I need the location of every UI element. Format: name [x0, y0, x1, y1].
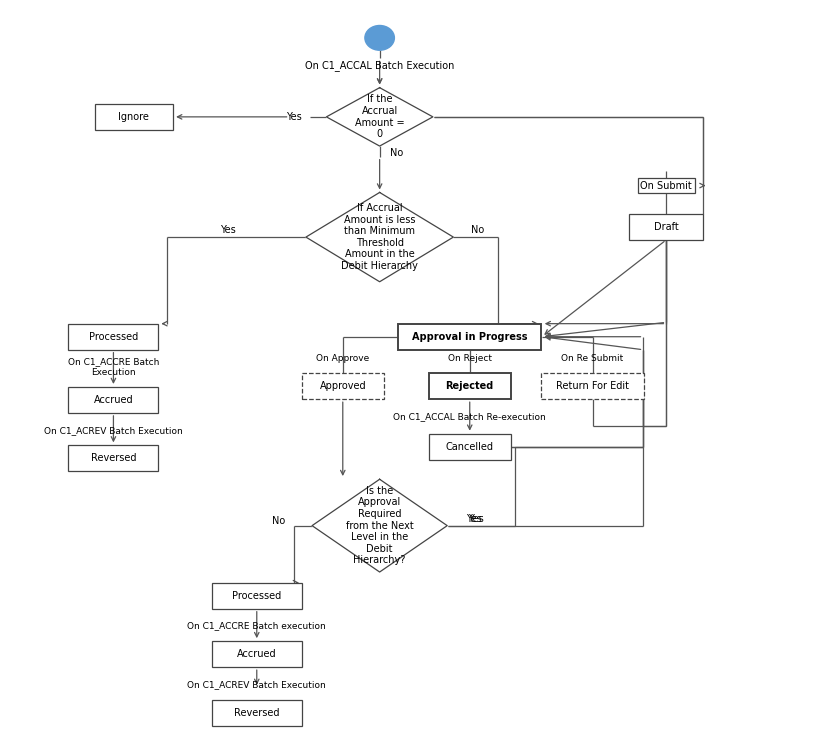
- Text: On C1_ACCAL Batch Execution: On C1_ACCAL Batch Execution: [305, 60, 454, 71]
- Text: If the
Accrual
Amount =
0: If the Accrual Amount = 0: [355, 94, 405, 139]
- Text: On Reject: On Reject: [448, 354, 491, 363]
- Bar: [630, 213, 703, 240]
- Text: On C1_ACCRE Batch execution: On C1_ACCRE Batch execution: [187, 622, 327, 631]
- Polygon shape: [327, 88, 433, 146]
- Bar: [212, 641, 302, 667]
- Text: No: No: [272, 516, 286, 526]
- Text: On Re Submit: On Re Submit: [561, 354, 624, 363]
- Text: Approval in Progress: Approval in Progress: [412, 332, 527, 342]
- Text: If Accrual
Amount is less
than Minimum
Threshold
Amount in the
Debit Hierarchy: If Accrual Amount is less than Minimum T…: [342, 203, 418, 271]
- Text: Accrued: Accrued: [93, 395, 133, 405]
- Polygon shape: [312, 479, 447, 572]
- Text: Draft: Draft: [654, 222, 679, 231]
- Bar: [398, 324, 541, 350]
- Text: Is the
Approval
Required
from the Next
Level in the
Debit
Hierarchy?: Is the Approval Required from the Next L…: [346, 486, 413, 565]
- Text: Yes: Yes: [467, 514, 483, 524]
- Bar: [302, 373, 384, 399]
- Text: Reversed: Reversed: [91, 453, 136, 464]
- Text: Return For Edit: Return For Edit: [556, 381, 629, 391]
- Text: Rejected: Rejected: [446, 381, 494, 391]
- Bar: [541, 373, 644, 399]
- Text: No: No: [471, 225, 485, 235]
- Bar: [429, 373, 511, 399]
- Text: Approved: Approved: [320, 381, 366, 391]
- Text: On Submit: On Submit: [641, 181, 692, 190]
- Bar: [68, 445, 158, 471]
- Text: On Approve: On Approve: [317, 354, 369, 363]
- Text: Yes: Yes: [466, 514, 481, 524]
- Bar: [429, 434, 511, 460]
- Text: On C1_ACCRE Batch
Execution: On C1_ACCRE Batch Execution: [67, 357, 159, 377]
- Text: No: No: [391, 148, 403, 158]
- Text: Yes: Yes: [220, 225, 236, 235]
- Text: Reversed: Reversed: [234, 709, 280, 718]
- Text: On C1_ACCAL Batch Re-execution: On C1_ACCAL Batch Re-execution: [393, 412, 546, 421]
- Bar: [95, 104, 172, 130]
- Bar: [212, 583, 302, 609]
- Text: On Submit: On Submit: [641, 181, 692, 190]
- Bar: [68, 324, 158, 350]
- Circle shape: [365, 25, 394, 50]
- Text: Ignore: Ignore: [118, 112, 149, 122]
- Bar: [68, 387, 158, 413]
- Polygon shape: [306, 192, 453, 282]
- Text: On C1_ACREV Batch Execution: On C1_ACREV Batch Execution: [187, 680, 327, 689]
- Text: Accrued: Accrued: [237, 649, 277, 659]
- Text: Yes: Yes: [286, 112, 302, 122]
- Text: Processed: Processed: [232, 591, 282, 601]
- Text: Cancelled: Cancelled: [446, 442, 494, 452]
- Text: Processed: Processed: [89, 332, 138, 342]
- Bar: [212, 700, 302, 727]
- Text: On C1_ACREV Batch Execution: On C1_ACREV Batch Execution: [44, 425, 182, 434]
